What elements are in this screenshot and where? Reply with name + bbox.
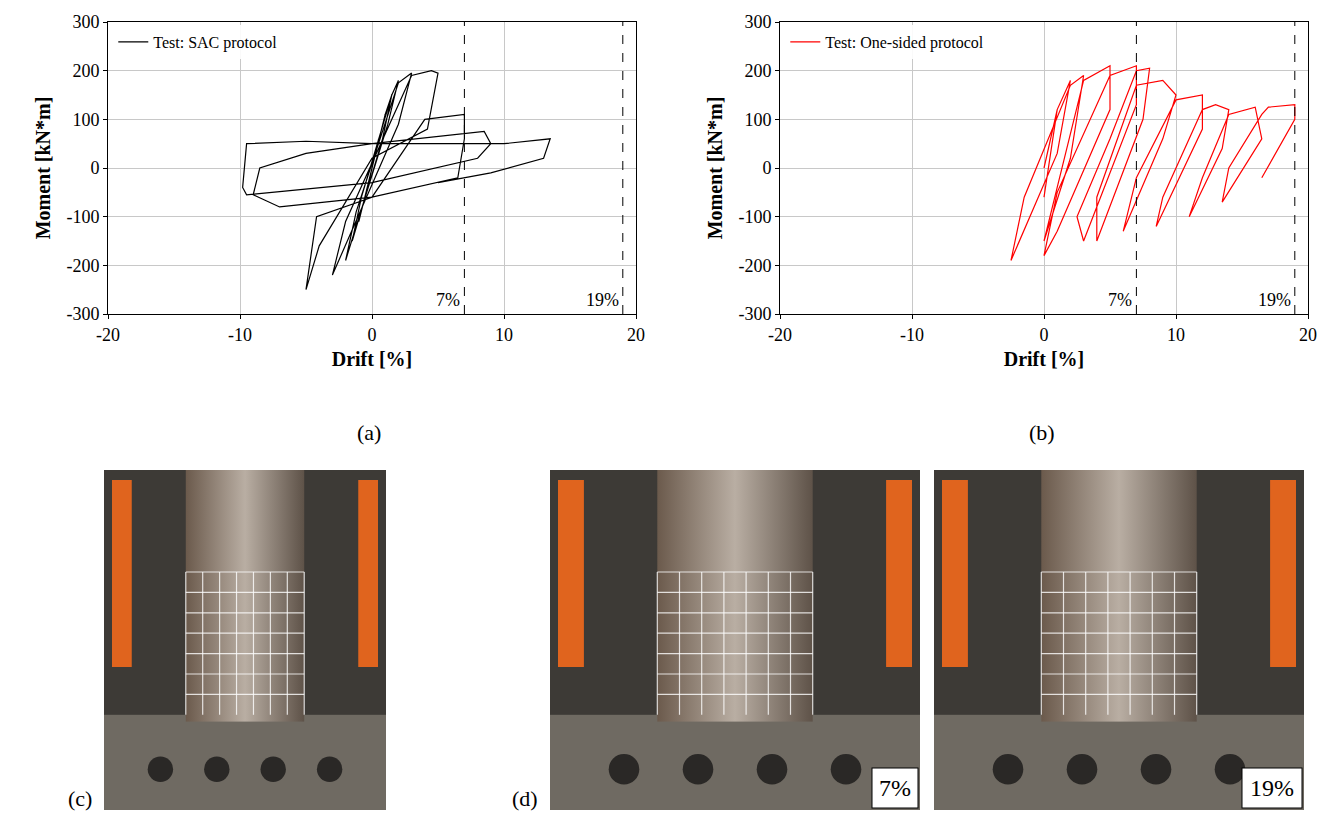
- svg-text:20: 20: [627, 325, 645, 345]
- svg-text:19%: 19%: [1250, 775, 1294, 801]
- svg-text:Moment [kN*m]: Moment [kN*m]: [32, 97, 54, 240]
- svg-text:0: 0: [762, 158, 771, 178]
- svg-text:19%: 19%: [586, 290, 619, 310]
- svg-text:-20: -20: [96, 325, 120, 345]
- svg-text:20: 20: [1299, 325, 1317, 345]
- svg-text:-100: -100: [738, 207, 771, 227]
- svg-text:100: 100: [72, 110, 99, 130]
- svg-text:-20: -20: [768, 325, 792, 345]
- svg-text:-100: -100: [66, 207, 99, 227]
- svg-text:10: 10: [495, 325, 513, 345]
- svg-text:0: 0: [368, 325, 377, 345]
- svg-text:Drift [%]: Drift [%]: [1004, 348, 1085, 370]
- svg-text:Moment [kN*m]: Moment [kN*m]: [704, 97, 726, 240]
- svg-text:-10: -10: [900, 325, 924, 345]
- svg-text:19%: 19%: [1258, 290, 1291, 310]
- svg-text:-10: -10: [228, 325, 252, 345]
- html-text:(a): (a): [357, 420, 382, 445]
- svg-text:300: 300: [744, 12, 771, 32]
- svg-text:200: 200: [72, 61, 99, 81]
- svg-text:(d): (d): [512, 786, 538, 811]
- svg-text:300: 300: [72, 12, 99, 32]
- svg-text:-300: -300: [66, 304, 99, 324]
- svg-text:-300: -300: [738, 304, 771, 324]
- svg-text:7%: 7%: [436, 290, 460, 310]
- html-text:(b): (b): [1029, 420, 1055, 445]
- svg-text:-200: -200: [66, 256, 99, 276]
- svg-text:7%: 7%: [879, 775, 911, 801]
- svg-text:-200: -200: [738, 256, 771, 276]
- svg-text:0: 0: [90, 158, 99, 178]
- svg-text:100: 100: [744, 110, 771, 130]
- svg-text:7%: 7%: [1108, 290, 1132, 310]
- svg-text:200: 200: [744, 61, 771, 81]
- svg-text:Test: SAC protocol: Test: SAC protocol: [153, 34, 277, 52]
- svg-text:(c): (c): [68, 786, 92, 811]
- svg-text:Drift [%]: Drift [%]: [332, 348, 413, 370]
- svg-text:Test: One-sided protocol: Test: One-sided protocol: [825, 34, 984, 52]
- svg-text:10: 10: [1167, 325, 1185, 345]
- svg-text:0: 0: [1040, 325, 1049, 345]
